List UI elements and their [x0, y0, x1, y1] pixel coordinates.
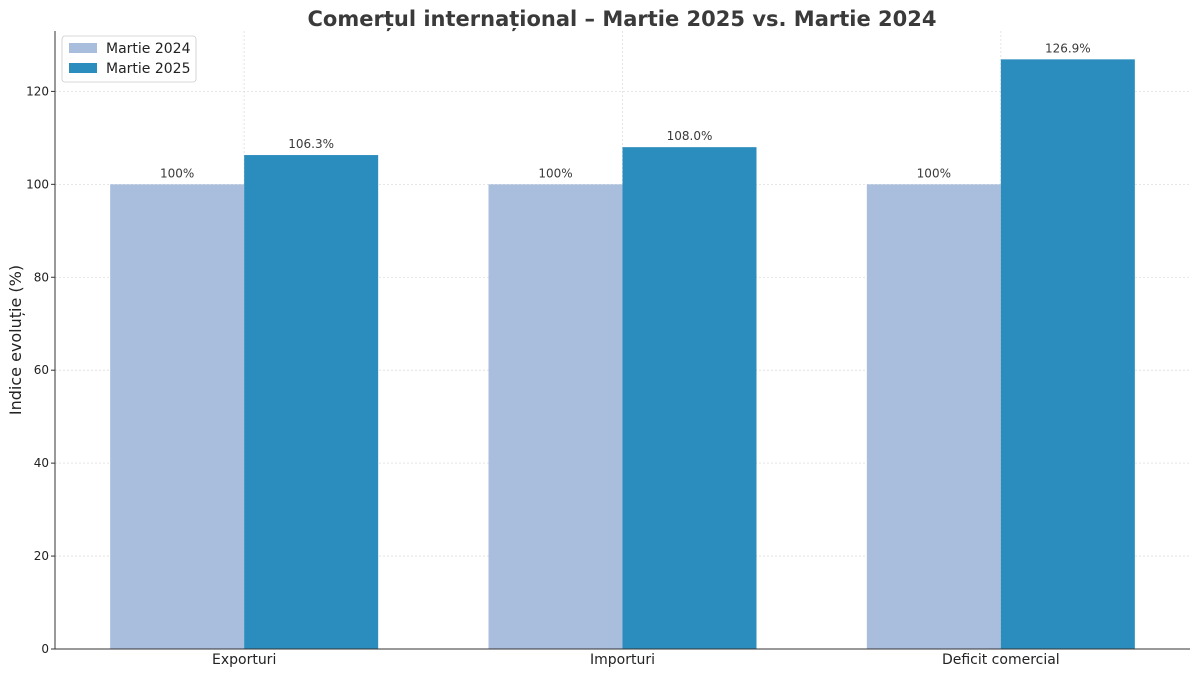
bar-value-label: 108.0% [667, 129, 713, 143]
legend-swatch [69, 43, 97, 53]
x-tick-label: Deficit comercial [942, 652, 1060, 668]
y-tick-label: 0 [41, 642, 49, 656]
bar [866, 184, 1001, 649]
y-axis-label: Indice evoluție (%) [6, 265, 25, 415]
tick-labels: 0 20 40 60 80 100 120 Exporturi Importuri Deficit… [26, 84, 1060, 668]
bar [244, 155, 379, 649]
legend-label: Martie 2025 [106, 61, 191, 77]
chart-title: Comerțul internațional – Martie 2025 vs.… [308, 7, 937, 32]
y-tick-label: 60 [34, 363, 49, 377]
bar [622, 147, 757, 650]
legend-label: Martie 2024 [106, 41, 191, 57]
bars-group [110, 59, 1135, 650]
legend: Martie 2024 Martie 2025 [61, 35, 197, 83]
bar-value-label: 100% [160, 166, 194, 180]
data-labels: 100% 100% 100% 106.3% 108.0% 126.9% [160, 41, 1091, 180]
x-tick-label: Importuri [590, 652, 655, 668]
bar-value-label: 100% [917, 166, 951, 180]
axes [51, 31, 1190, 650]
legend-swatch [69, 63, 97, 73]
bar-value-label: 106.3% [288, 137, 334, 151]
y-tick-label: 100 [26, 177, 49, 191]
bar-value-label: 100% [538, 166, 572, 180]
y-tick-label: 120 [26, 84, 49, 98]
bar [1000, 59, 1135, 649]
bar-value-label: 126.9% [1045, 41, 1091, 55]
y-tick-label: 20 [34, 549, 49, 563]
bar [488, 184, 623, 649]
y-tick-label: 80 [34, 270, 49, 284]
x-tick-label: Exporturi [212, 652, 276, 668]
bar [110, 184, 245, 649]
y-tick-label: 40 [34, 456, 49, 470]
